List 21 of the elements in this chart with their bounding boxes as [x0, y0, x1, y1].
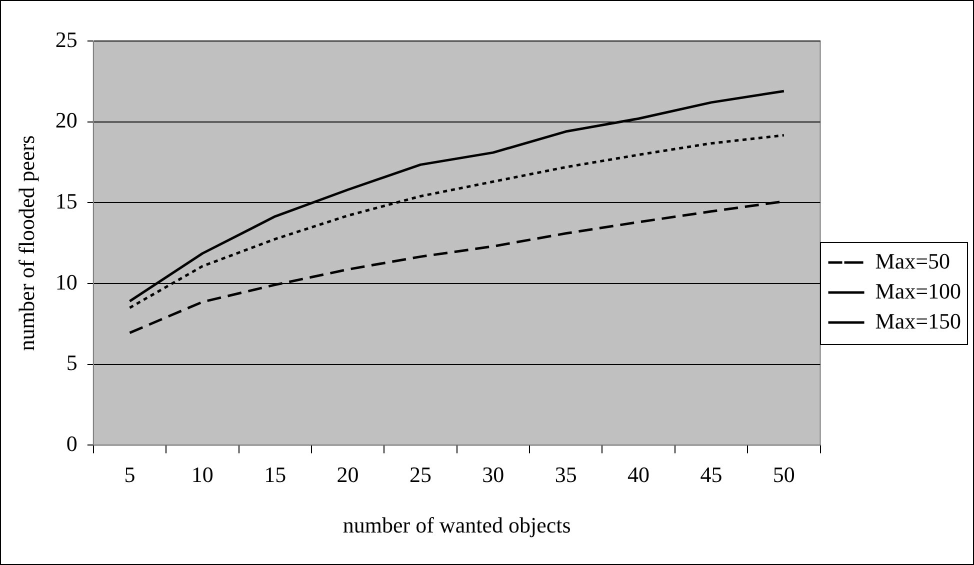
x-tick-label: 35	[554, 462, 577, 488]
y-axis-title: number of flooded peers	[14, 135, 39, 351]
x-tick-label: 5	[124, 462, 136, 488]
x-tick-label: 10	[191, 462, 214, 488]
x-tick-label: 45	[700, 462, 722, 488]
legend-label: Max=100	[875, 278, 961, 304]
y-tick-label: 15	[55, 188, 78, 214]
x-tick-label: 15	[264, 462, 286, 488]
x-tick-label: 30	[482, 462, 504, 488]
y-tick-label: 5	[66, 350, 78, 376]
legend-label: Max=50	[875, 248, 950, 274]
x-tick-label: 25	[409, 462, 432, 488]
y-tick-label: 0	[66, 430, 78, 456]
x-tick-label: 40	[628, 462, 650, 488]
y-tick-label: 20	[55, 108, 78, 133]
x-tick-label: 50	[772, 462, 795, 488]
legend-label: Max=150	[875, 308, 961, 334]
x-axis-title: number of wanted objects	[342, 512, 571, 538]
y-tick-label: 25	[55, 26, 78, 52]
x-tick-label: 20	[336, 462, 359, 488]
y-tick-label: 10	[55, 269, 78, 294]
